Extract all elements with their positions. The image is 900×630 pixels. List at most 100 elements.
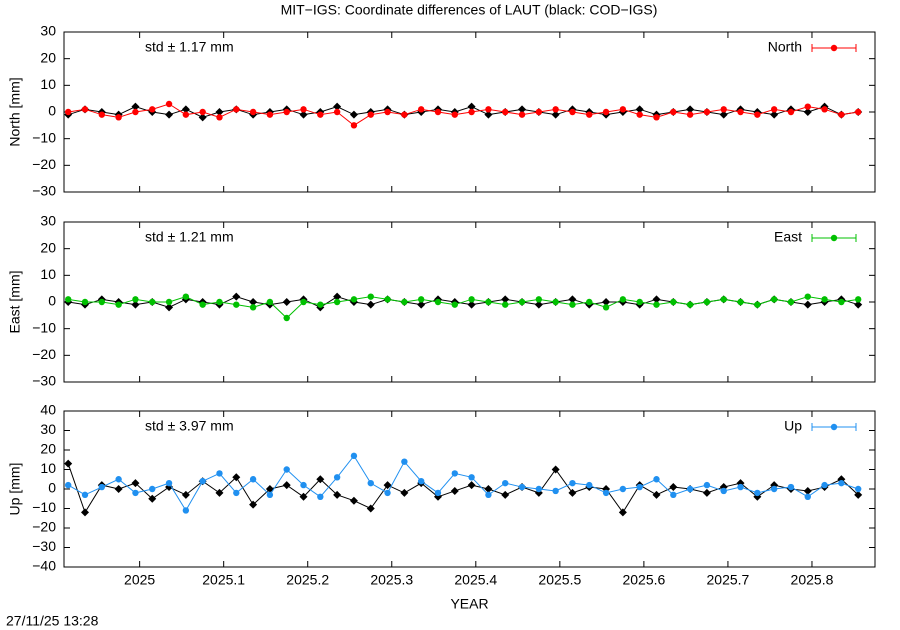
data-point [501, 295, 510, 304]
data-point [333, 474, 341, 481]
data-point [300, 298, 307, 306]
y-tick-label: −20 [32, 156, 56, 172]
data-point [467, 102, 476, 111]
data-point [551, 110, 560, 119]
data-point [803, 108, 812, 116]
data-point [737, 298, 744, 306]
x-tick-label: 2025.2 [286, 572, 329, 588]
data-point [653, 301, 660, 308]
data-point [636, 483, 643, 491]
data-point [787, 298, 795, 306]
data-point [737, 483, 744, 491]
data-point [282, 481, 291, 490]
plot-frame [63, 410, 876, 568]
data-point [670, 298, 677, 306]
data-point [350, 122, 358, 129]
data-point [317, 493, 324, 500]
data-point [518, 298, 526, 306]
data-point [199, 301, 206, 308]
data-point [434, 489, 442, 497]
data-point [132, 296, 139, 303]
data-point [467, 300, 476, 309]
data-point [702, 488, 711, 497]
y-tick-label: 10 [40, 76, 56, 92]
data-point [434, 298, 442, 306]
data-point [568, 488, 577, 497]
data-point [401, 111, 408, 118]
data-point [165, 303, 174, 312]
data-point [81, 298, 89, 306]
data-point [333, 292, 342, 301]
data-point [181, 105, 190, 114]
data-point [64, 459, 73, 468]
y-tick-label: 30 [40, 421, 56, 437]
data-point [384, 296, 391, 303]
data-point [417, 106, 425, 113]
data-point [518, 105, 527, 114]
data-point [98, 298, 106, 306]
x-tick-label: 2025.4 [454, 572, 497, 588]
chart-title: MIT−IGS: Coordinate differences of LAUT … [281, 2, 658, 18]
data-point [216, 470, 223, 477]
data-point [635, 105, 644, 114]
data-point [249, 476, 257, 483]
data-point [81, 491, 89, 499]
data-point [333, 298, 341, 306]
data-point [485, 491, 492, 499]
data-point [485, 298, 492, 306]
data-point [720, 106, 727, 113]
data-point [821, 106, 828, 113]
data-point [350, 296, 358, 303]
annotation: std ± 1.17 mm [145, 39, 234, 55]
data-point [686, 105, 695, 114]
data-point [854, 490, 863, 499]
data-point [703, 481, 711, 489]
data-point [417, 478, 425, 485]
data-point [199, 478, 206, 485]
y-tick-label: 10 [40, 266, 56, 282]
y-tick-label: 30 [40, 213, 56, 229]
legend-label: East [774, 229, 802, 245]
data-point [803, 486, 812, 495]
data-point [652, 295, 661, 304]
legend-marker [830, 234, 838, 242]
timestamp: 27/11/25 13:28 [6, 613, 99, 629]
data-point [384, 108, 391, 116]
data-point [434, 108, 442, 116]
legend-marker [830, 44, 838, 52]
data-point [770, 485, 778, 493]
data-point [619, 485, 627, 493]
data-point [249, 304, 257, 311]
data-point [804, 493, 811, 500]
data-point [670, 108, 677, 116]
data-point [653, 114, 660, 121]
data-point [182, 111, 190, 118]
data-point [81, 508, 90, 517]
data-point [367, 293, 374, 300]
data-point [65, 108, 72, 116]
data-point [838, 298, 845, 306]
data-point [299, 492, 308, 501]
y-tick-label: −20 [32, 346, 56, 362]
data-point [484, 110, 493, 119]
data-point [233, 489, 240, 497]
y-tick-label: 20 [40, 49, 56, 65]
data-point [317, 111, 324, 118]
data-point [216, 114, 223, 121]
legend-marker [830, 423, 838, 431]
data-point [686, 111, 694, 118]
data-point [686, 485, 694, 493]
data-point [754, 111, 761, 118]
data-point [569, 108, 576, 116]
data-point [686, 301, 694, 308]
data-point [854, 296, 862, 303]
data-point [232, 473, 241, 482]
data-point [366, 300, 375, 309]
data-point [283, 314, 290, 322]
data-point [181, 490, 190, 499]
data-point [401, 458, 408, 465]
data-point [838, 479, 845, 487]
data-point [333, 108, 341, 116]
